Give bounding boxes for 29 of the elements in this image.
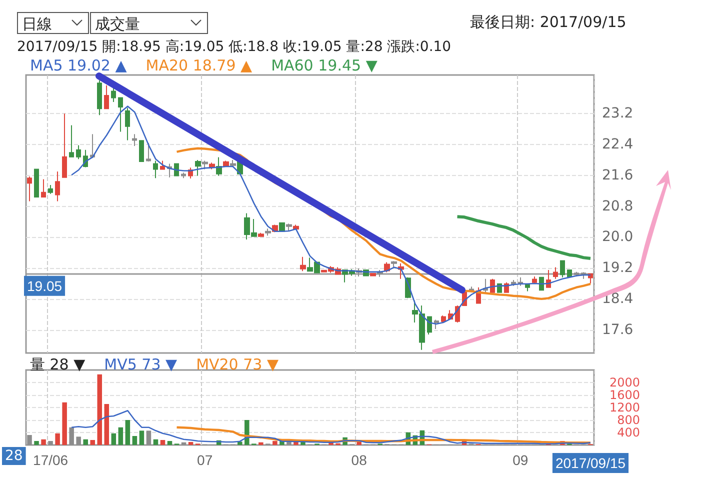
y-tick-label: 17.6 (602, 322, 634, 338)
ref-line-label: 19.05 (27, 278, 62, 294)
text: MA5 19.02 ▲ (30, 56, 128, 74)
y-tick-label: 800 (617, 413, 640, 427)
series-label: 量 28 ▼ (30, 356, 86, 374)
text: MA20 18.79 ▲ (146, 56, 253, 74)
text: 日線 (22, 15, 52, 33)
y-tick-label: 22.4 (602, 136, 634, 152)
text: MV5 73 ▼ (104, 356, 178, 374)
y-tick-label: 21.6 (602, 167, 634, 184)
y-tick-label: 1200 (609, 400, 640, 414)
x-tick-label: 17/06 (33, 452, 68, 468)
y-tick-label: 19.2 (602, 260, 634, 276)
text: 28 (5, 448, 23, 464)
y-tick-label: 2000 (609, 376, 640, 390)
chart-subtitle: 2017/09/15 開:18.95 高:19.05 低:18.8 收:19.05 量:28 漲跌:0.10 (17, 38, 452, 56)
chart-title: 最後日期: 2017/09/15 (470, 13, 626, 32)
y-tick-label: 1600 (609, 388, 640, 402)
x-tick-label: 2017/09/15 (555, 455, 626, 471)
y-tick-label: 20.8 (602, 198, 634, 214)
x-tick-label: 08 (351, 452, 368, 468)
y-tick-label: 23.2 (602, 106, 634, 122)
text: MA60 19.45 ▼ (271, 56, 378, 74)
x-tick-label: 07 (197, 452, 213, 468)
y-tick-label: 20.0 (602, 229, 634, 246)
text: MV20 73 ▼ (196, 356, 279, 374)
text: 成交量 (95, 15, 140, 33)
y-tick-label: 400 (617, 426, 640, 440)
x-tick-label: 09 (512, 452, 528, 468)
